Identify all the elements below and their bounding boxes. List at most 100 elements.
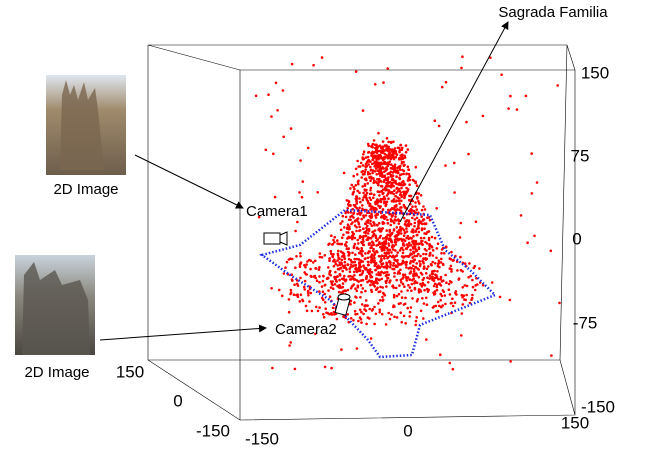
point	[441, 280, 444, 283]
point	[369, 247, 372, 250]
point	[419, 263, 422, 266]
point	[362, 199, 365, 202]
point	[415, 166, 418, 169]
point	[388, 261, 391, 264]
target-label: Sagrada Familia	[498, 4, 608, 21]
point	[303, 288, 306, 291]
point	[414, 222, 417, 225]
point	[418, 289, 421, 292]
point	[425, 249, 428, 252]
point	[402, 249, 405, 252]
point	[482, 115, 485, 118]
point	[303, 286, 306, 289]
point	[286, 261, 289, 264]
point	[442, 263, 445, 266]
point	[321, 297, 324, 300]
point	[470, 298, 473, 301]
point	[348, 258, 351, 261]
point	[352, 234, 355, 237]
point	[324, 301, 327, 304]
point	[349, 270, 352, 273]
point	[530, 152, 533, 155]
point	[367, 171, 370, 174]
point	[299, 252, 302, 255]
point	[368, 308, 371, 311]
point	[348, 236, 351, 239]
point	[340, 250, 343, 253]
point	[370, 256, 373, 259]
point	[430, 245, 433, 248]
point	[398, 222, 401, 225]
point	[418, 246, 421, 249]
point	[319, 256, 322, 259]
point	[347, 275, 350, 278]
point	[499, 296, 502, 299]
point	[354, 310, 357, 313]
point	[381, 242, 384, 245]
point	[413, 225, 416, 228]
point	[436, 289, 439, 292]
point	[404, 223, 407, 226]
point	[364, 171, 367, 174]
point	[362, 238, 365, 241]
point	[350, 317, 353, 320]
point	[367, 200, 370, 203]
point	[438, 305, 441, 308]
point	[405, 151, 408, 154]
point	[379, 165, 382, 168]
point	[414, 258, 417, 261]
point	[332, 287, 335, 290]
point	[397, 218, 400, 221]
point	[390, 251, 393, 254]
point	[356, 160, 359, 163]
point	[407, 284, 410, 287]
point	[405, 276, 408, 279]
point	[402, 161, 405, 164]
point	[338, 261, 341, 264]
point	[363, 244, 366, 247]
point	[386, 137, 389, 140]
point	[381, 286, 384, 289]
point	[370, 154, 373, 157]
point	[369, 189, 372, 192]
point	[372, 230, 375, 233]
point	[423, 302, 426, 305]
point	[331, 280, 334, 283]
point	[340, 348, 343, 351]
point	[356, 313, 359, 316]
point	[383, 156, 386, 159]
point	[478, 267, 481, 270]
point	[417, 225, 420, 228]
point	[360, 321, 363, 324]
point	[536, 181, 539, 184]
point	[375, 313, 378, 316]
point	[402, 273, 405, 276]
point	[418, 276, 421, 279]
point	[410, 237, 413, 240]
point	[400, 279, 403, 282]
point	[369, 284, 372, 287]
point	[373, 323, 376, 326]
point	[395, 238, 398, 241]
point	[433, 293, 436, 296]
point	[460, 222, 463, 225]
point	[419, 260, 422, 263]
point	[387, 242, 390, 245]
point	[415, 250, 418, 253]
camera-label: Camera2	[275, 321, 337, 338]
point	[398, 176, 401, 179]
point	[378, 178, 381, 181]
point	[385, 203, 388, 206]
point	[431, 270, 434, 273]
point	[393, 316, 396, 319]
point	[387, 182, 390, 185]
point	[381, 249, 384, 252]
point	[516, 108, 519, 111]
point	[375, 279, 378, 282]
point	[340, 229, 343, 232]
camera-icon	[335, 294, 350, 315]
point	[366, 281, 369, 284]
point	[299, 265, 302, 268]
point	[345, 279, 348, 282]
point	[362, 192, 365, 195]
